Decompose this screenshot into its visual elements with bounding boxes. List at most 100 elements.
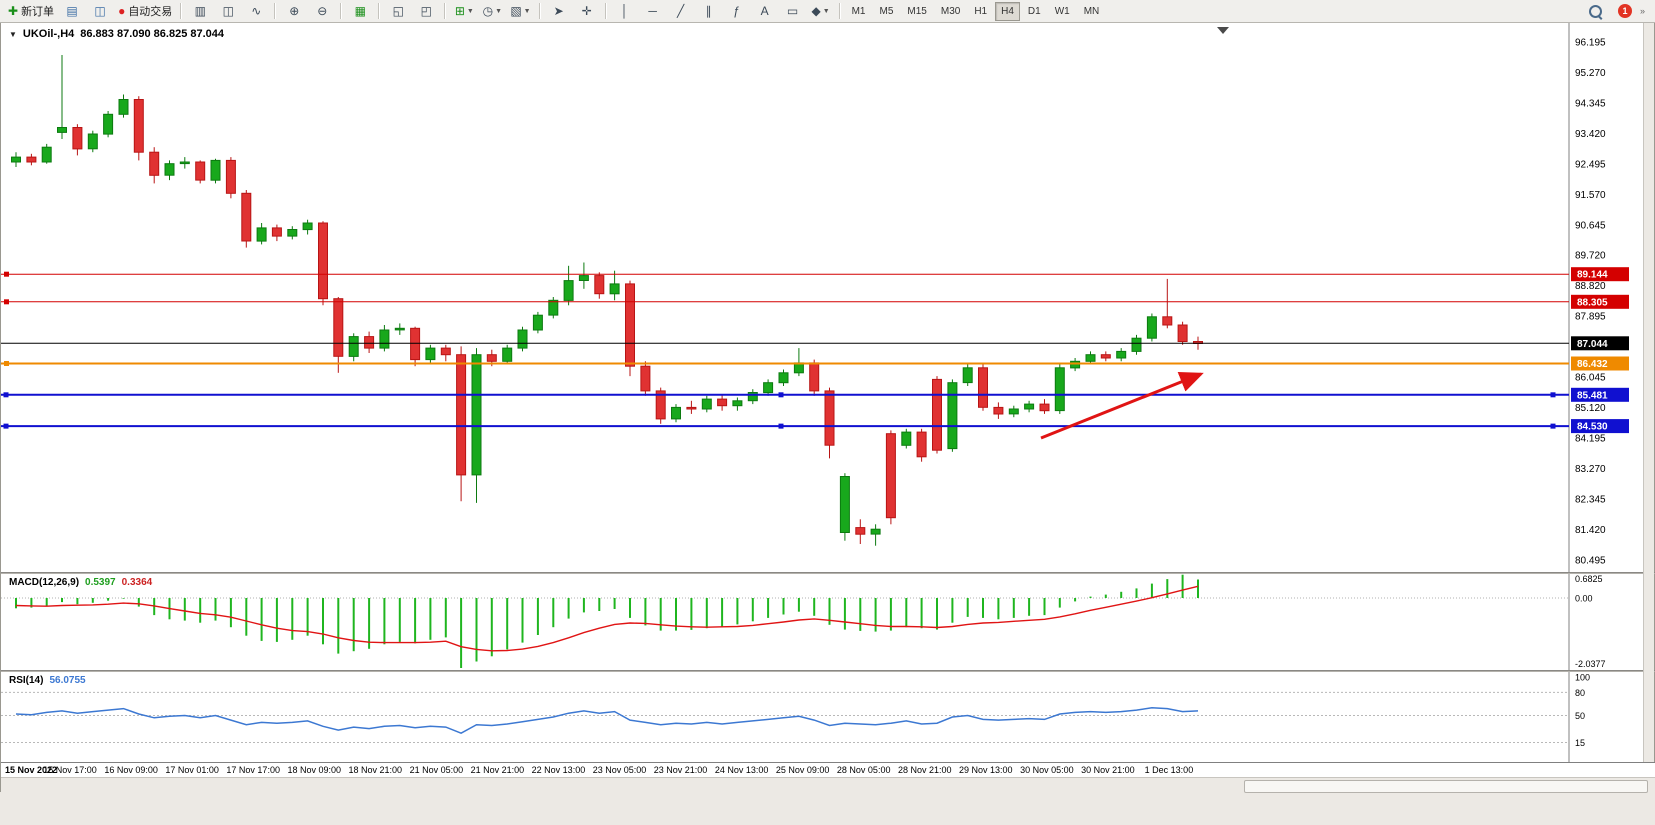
time-axis-label: 23 Nov 05:00 xyxy=(592,765,647,775)
ohlc-values: 86.883 87.090 86.825 87.044 xyxy=(80,28,225,40)
label-button[interactable]: ▭ xyxy=(779,1,807,22)
text-button[interactable]: A xyxy=(751,1,779,22)
horizontal-scrollbar[interactable] xyxy=(1,777,1655,793)
svg-text:80: 80 xyxy=(1575,688,1585,698)
time-axis-label: 24 Nov 13:00 xyxy=(714,765,769,775)
timeframe-w1[interactable]: W1 xyxy=(1054,5,1070,17)
svg-text:100: 100 xyxy=(1575,673,1590,683)
timeframe-m5[interactable]: M5 xyxy=(879,5,894,17)
toolbar-separator xyxy=(838,3,841,19)
svg-text:90.645: 90.645 xyxy=(1575,220,1606,231)
timeframe-d1[interactable]: D1 xyxy=(1027,5,1041,17)
svg-text:85.120: 85.120 xyxy=(1575,403,1606,414)
timeframe-m1[interactable]: M1 xyxy=(851,5,866,17)
time-axis-label: 15 Nov 2022 xyxy=(5,765,58,775)
line-chart-button[interactable]: ∿ xyxy=(242,1,270,22)
tile-windows-button[interactable]: ▦ xyxy=(346,1,374,22)
svg-text:81.420: 81.420 xyxy=(1575,525,1606,536)
time-axis-label: 21 Nov 21:00 xyxy=(470,765,525,775)
svg-text:0.00: 0.00 xyxy=(1575,594,1593,604)
vertical-line-button[interactable]: │ xyxy=(611,1,639,22)
zoom-out-button[interactable]: ⊖ xyxy=(308,1,336,22)
svg-text:95.270: 95.270 xyxy=(1575,68,1606,79)
zoom-in-button[interactable]: ⊕ xyxy=(280,1,308,22)
svg-text:91.570: 91.570 xyxy=(1575,190,1606,201)
templates-button[interactable]: ▧ ▼ xyxy=(506,1,534,22)
crosshair-icon: ✛ xyxy=(581,4,592,18)
candlestick-icon: ◫ xyxy=(222,4,234,18)
macd-pane[interactable]: 0.6825 0.00 -2.0377 MACD(12,26,9) 0.5397 0… xyxy=(1,574,1655,670)
macd-label-row: MACD(12,26,9) 0.5397 0.3364 xyxy=(9,577,152,588)
candlestick-chart-button[interactable]: ◫ xyxy=(214,1,242,22)
svg-text:50: 50 xyxy=(1575,711,1585,721)
timeframe-h1[interactable]: H1 xyxy=(974,5,988,17)
time-axis-label: 28 Nov 21:00 xyxy=(897,765,952,775)
timeframe-m30[interactable]: M30 xyxy=(940,5,961,17)
svg-text:80.495: 80.495 xyxy=(1575,555,1606,566)
svg-text:82.345: 82.345 xyxy=(1575,494,1606,505)
price-chart[interactable]: 96.195 95.270 94.345 93.420 92.495 91.570 90.6… xyxy=(1,23,1655,572)
timeframe-h4[interactable]: H4 xyxy=(995,1,1020,21)
timeframe-m15[interactable]: M15 xyxy=(907,5,927,17)
time-axis-label: 17 Nov 17:00 xyxy=(226,765,280,775)
chart-menu-icon[interactable]: ▼ xyxy=(9,29,17,39)
vertical-scrollbar[interactable] xyxy=(1643,23,1654,762)
time-axis-label: 17 Nov 01:00 xyxy=(165,765,219,775)
cursor-button[interactable]: ➤ xyxy=(545,1,573,22)
new-order-button[interactable]: ✚ 新订单 xyxy=(4,1,58,22)
rsi-chart[interactable]: 100 80 50 15 xyxy=(1,672,1655,762)
toolbar-overflow-icon[interactable]: » xyxy=(1639,6,1645,16)
time-axis-label: 22 Nov 13:00 xyxy=(531,765,586,775)
toolbar-separator xyxy=(538,3,541,19)
fibonacci-button[interactable]: ƒ xyxy=(723,1,751,22)
periods-button[interactable]: ◷ ▼ xyxy=(478,1,506,22)
trendline-button[interactable]: ╱ xyxy=(667,1,695,22)
indicators-button[interactable]: ⊞ ▼ xyxy=(450,1,478,22)
search-button[interactable] xyxy=(1582,1,1610,22)
svg-text:84.530: 84.530 xyxy=(1577,422,1608,433)
channel-button[interactable]: ∥ xyxy=(695,1,723,22)
svg-text:88.820: 88.820 xyxy=(1575,281,1606,292)
time-axis-label: 30 Nov 05:00 xyxy=(1020,765,1074,775)
time-axis-label: 16 Nov 09:00 xyxy=(104,765,158,775)
auto-trading-button[interactable]: ● 自动交易 xyxy=(114,1,176,22)
trendline-icon: ╱ xyxy=(676,4,685,18)
zoom-in-icon: ⊕ xyxy=(289,4,300,18)
dropdown-caret-icon: ▼ xyxy=(523,7,531,15)
horizontal-scrollbar-thumb[interactable] xyxy=(1244,780,1648,793)
arrows-button[interactable]: ◆ ▼ xyxy=(807,1,835,22)
svg-text:86.432: 86.432 xyxy=(1577,359,1608,370)
clock-icon: ◷ xyxy=(482,4,494,18)
price-pane[interactable]: 96.195 95.270 94.345 93.420 92.495 91.570 90.6… xyxy=(1,23,1655,572)
label-icon: ▭ xyxy=(786,4,799,18)
rsi-pane[interactable]: 100 80 50 15 RSI(14) 56.0755 xyxy=(1,672,1655,762)
pane-separator[interactable] xyxy=(1,670,1655,672)
svg-text:94.345: 94.345 xyxy=(1575,98,1606,109)
dropdown-caret-icon: ▼ xyxy=(495,7,503,15)
auto-trading-button-label: 自动交易 xyxy=(128,6,173,18)
rsi-name: RSI(14) xyxy=(9,675,44,686)
pane-separator[interactable] xyxy=(1,572,1655,574)
line-chart-icon: ∿ xyxy=(251,4,262,18)
text-icon: A xyxy=(760,4,769,18)
time-axis-label: 15 Nov 17:00 xyxy=(43,765,97,775)
time-axis[interactable]: 15 Nov 2022 15 Nov 17:00 16 Nov 09:00 17 No… xyxy=(1,762,1655,778)
svg-text:89.720: 89.720 xyxy=(1575,251,1606,262)
chart-shift-button[interactable]: ◰ xyxy=(412,1,440,22)
time-axis-label: 1 Dec 13:00 xyxy=(1144,765,1194,775)
chart-title: ▼ UKOil-,H4 86.883 87.090 86.825 87.044 xyxy=(9,28,224,40)
svg-text:87.044: 87.044 xyxy=(1577,339,1608,350)
crosshair-button[interactable]: ✛ xyxy=(573,1,601,22)
auto-scroll-button[interactable]: ◱ xyxy=(384,1,412,22)
time-axis-label: 23 Nov 21:00 xyxy=(653,765,708,775)
time-axis-label: 28 Nov 05:00 xyxy=(836,765,891,775)
notification-badge[interactable]: 1 xyxy=(1617,4,1632,18)
svg-text:88.305: 88.305 xyxy=(1577,297,1608,308)
macd-chart[interactable]: 0.6825 0.00 -2.0377 xyxy=(1,574,1655,670)
bar-chart-button[interactable]: ▥ xyxy=(186,1,214,22)
charts-profile-button[interactable]: ▤ xyxy=(58,1,86,22)
market-watch-button[interactable]: ◫ xyxy=(86,1,114,22)
tile-grid-icon: ▦ xyxy=(354,4,366,18)
horizontal-line-button[interactable]: ─ xyxy=(639,1,667,22)
timeframe-mn[interactable]: MN xyxy=(1083,5,1100,17)
